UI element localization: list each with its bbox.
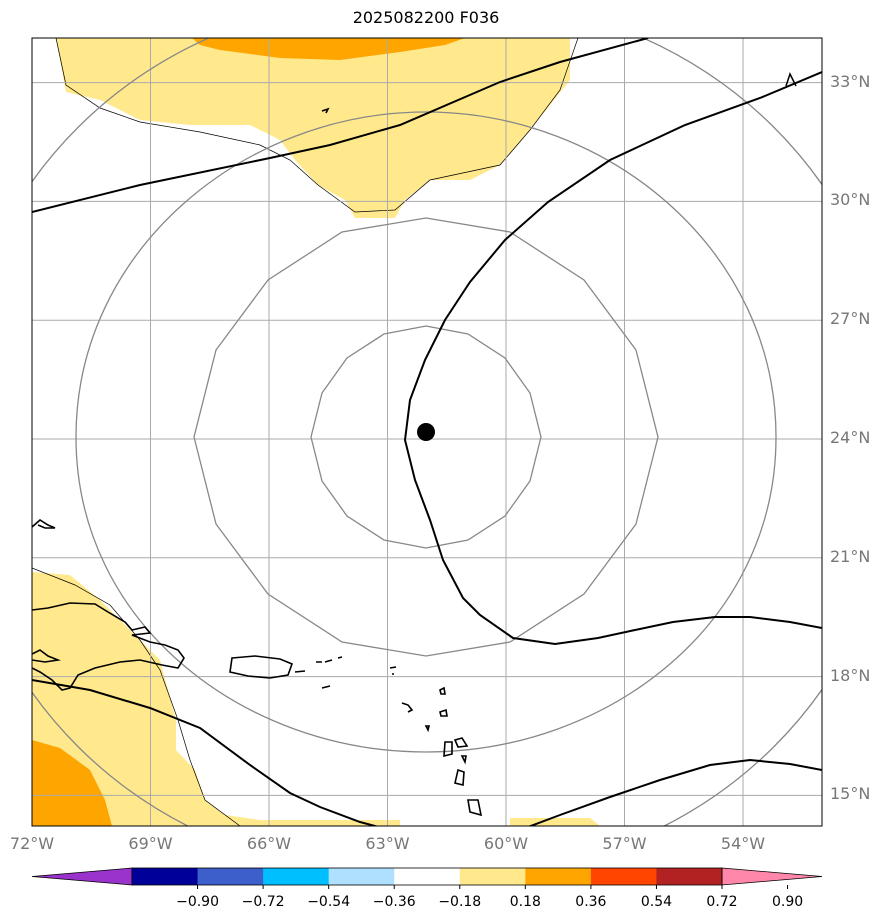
- graticule: [32, 38, 822, 826]
- colorbar-tick-label: 0.54: [640, 894, 673, 910]
- colorbar-tick-label: −0.18: [438, 894, 482, 910]
- colorbar-segment: [394, 868, 461, 885]
- dark-fill-southwest: [32, 740, 112, 826]
- colorbar-tick-label: 0.36: [575, 894, 607, 910]
- lesser-antilles-north: [389, 666, 448, 733]
- lon-label: 63°W: [365, 834, 410, 853]
- lat-label: 27°N: [830, 309, 871, 329]
- coastlines: [32, 107, 483, 817]
- lon-label: 66°W: [246, 834, 292, 853]
- range-ring-1500km: [75, 111, 777, 753]
- colorbar-outline: [131, 867, 723, 886]
- colorbar-segment: [590, 868, 657, 885]
- colorbar-tick-label: −0.90: [176, 894, 219, 910]
- boundary-contour: [55, 38, 579, 213]
- lon-label: 69°W: [128, 834, 173, 853]
- lesser-antilles-south: [443, 737, 483, 817]
- colorbar-segment: [328, 868, 395, 885]
- lon-label: 54°W: [720, 834, 766, 853]
- colorbar-segment: [656, 868, 723, 885]
- contour-south: [32, 679, 379, 826]
- bold-contours: [32, 38, 822, 826]
- colorbar-tick-label: −0.72: [241, 894, 285, 910]
- colorbar-extend-low: [31, 867, 133, 886]
- lat-label: 30°N: [830, 190, 871, 210]
- lat-label: 15°N: [830, 784, 871, 804]
- dark-fill-north: [192, 38, 465, 60]
- boundary-contour-sw: [32, 567, 241, 826]
- colorbar-tick-label: 0.90: [771, 894, 804, 910]
- light-fill-south-strip: [230, 818, 600, 826]
- cuba-tip: [32, 519, 56, 529]
- puerto-rico-coast: [229, 655, 294, 679]
- colorbar-segment: [263, 868, 330, 885]
- bermuda: [321, 107, 330, 114]
- contour-north-1: [32, 38, 649, 213]
- virgin-islands: [294, 656, 343, 689]
- lat-label: 21°N: [830, 546, 871, 566]
- contour-southeast: [527, 758, 822, 826]
- colorbar-segment: [525, 868, 592, 885]
- lon-label: 60°W: [483, 834, 529, 853]
- lat-label: 24°N: [830, 428, 871, 447]
- colorbar-extend-high: [721, 867, 823, 886]
- lon-label: 72°W: [9, 834, 55, 853]
- jamaica-coast: [32, 649, 62, 663]
- range-ring-500km: [310, 325, 542, 549]
- range-ring-1000km: [193, 217, 659, 657]
- lon-label: 57°W: [602, 834, 647, 853]
- map-title: 2025082200 F036: [352, 8, 500, 27]
- lat-label: 33°N: [830, 71, 871, 91]
- contour-stub: [785, 72, 797, 87]
- storm-center-marker: [417, 423, 435, 441]
- range-rings: [32, 38, 822, 826]
- colorbar-tick-label: 0.72: [706, 894, 738, 910]
- colorbar-tick-label: 0.18: [509, 894, 541, 910]
- light-fill-southwest: [32, 572, 320, 826]
- contour-trough: [403, 71, 822, 646]
- colorbar-segment: [459, 868, 526, 885]
- colorbar-tick-label: −0.36: [372, 894, 416, 910]
- colorbar-tick-label: −0.54: [307, 894, 351, 910]
- light-fill-north: [56, 38, 570, 218]
- lat-label: 18°N: [830, 665, 871, 685]
- colorbar-segment: [197, 868, 264, 885]
- colorbar-segment: [132, 868, 199, 885]
- map-frame: [31, 37, 823, 827]
- hispaniola-coast: [32, 602, 185, 691]
- colorbar: [31, 867, 823, 889]
